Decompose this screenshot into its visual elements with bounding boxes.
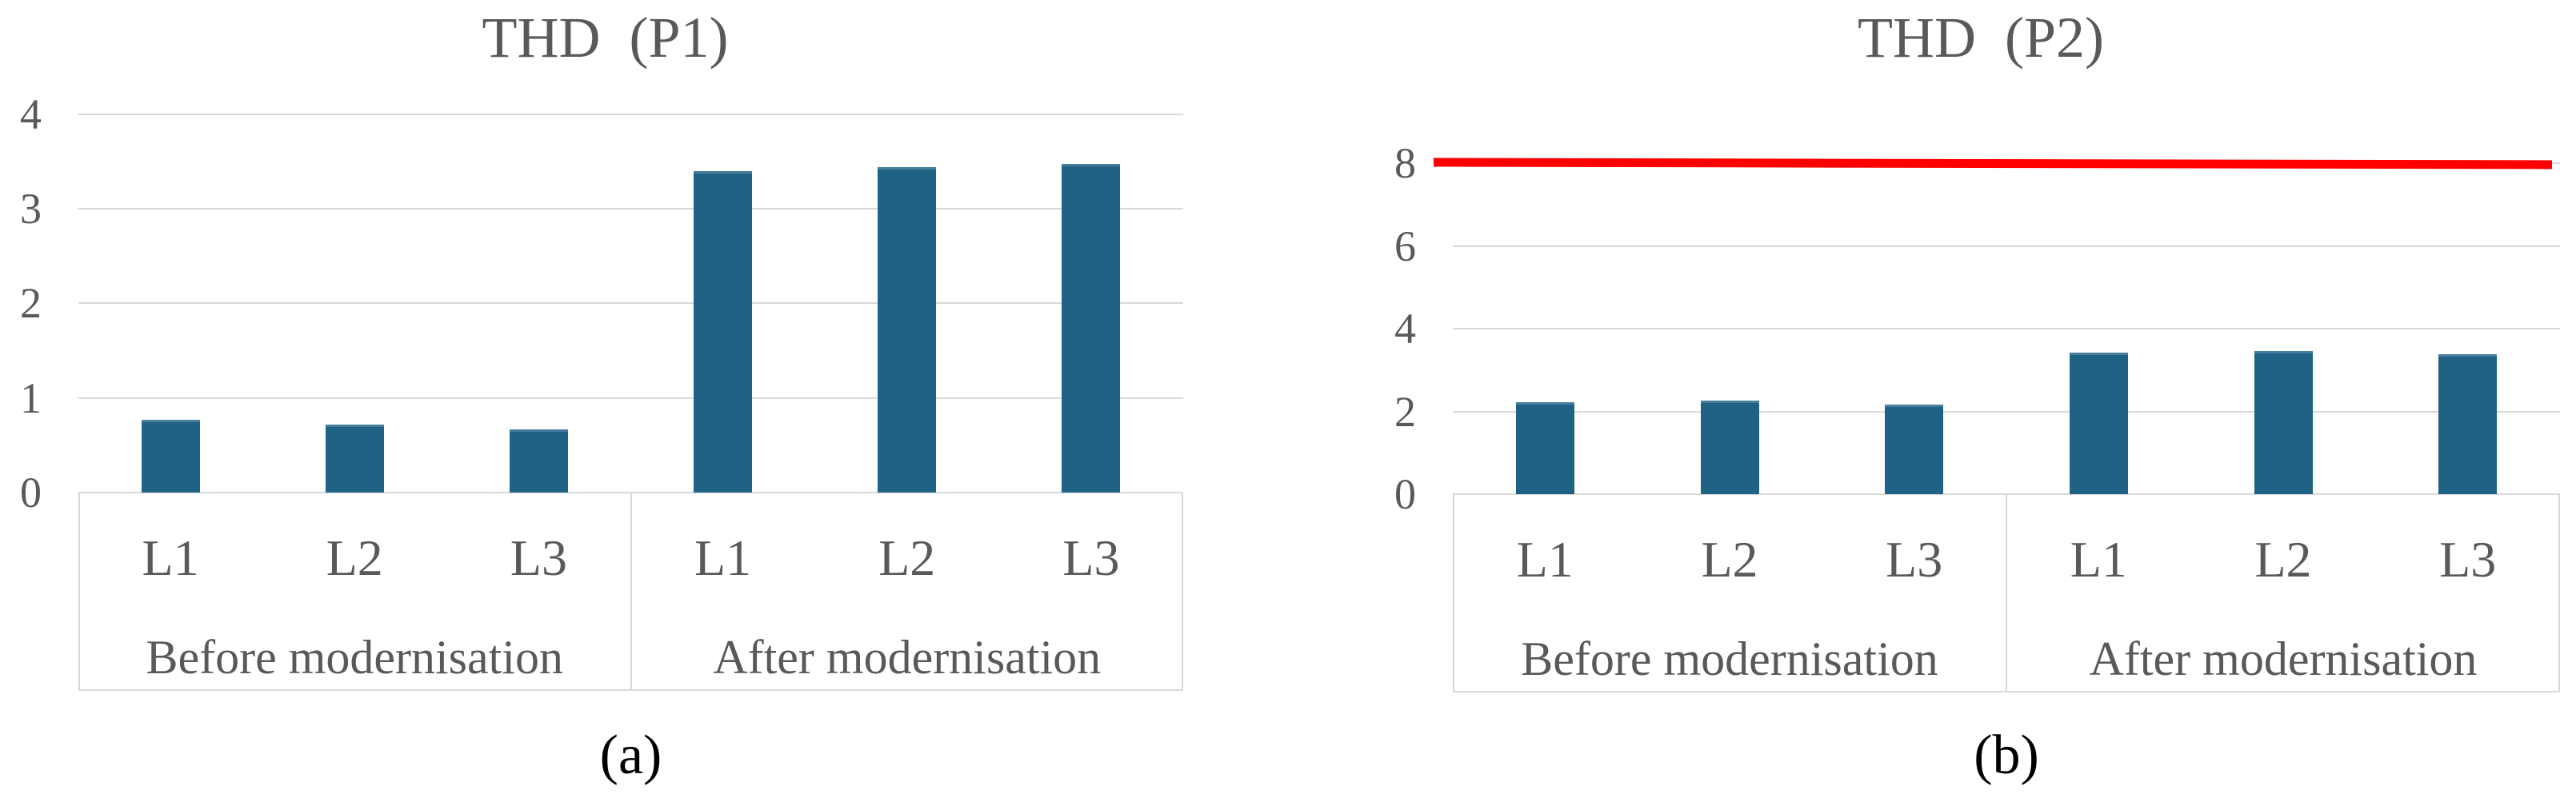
category-label-l1-0: L1 (1516, 531, 1574, 588)
category-label-l1-1: L1 (694, 529, 752, 586)
thd-limit-line (1433, 158, 2553, 169)
group-label-after: After modernisation (713, 631, 1102, 684)
chart-b-plot-area: 0 2 4 6 8 L1 L2 L3 Before modernisation L1 L2 L3 Aft… (1288, 0, 2576, 810)
category-label-l3-0: L3 (1886, 531, 1943, 588)
gridline-1 (78, 397, 1183, 399)
y-axis-label-6: 6 (1394, 221, 1416, 270)
category-label-l3-0: L3 (510, 529, 567, 586)
gridline-2 (1453, 410, 2560, 413)
bar-before-l3 (509, 429, 568, 493)
gridline-2 (78, 302, 1183, 305)
gridline-6 (1453, 245, 2560, 247)
category-label-l1-0: L1 (142, 529, 199, 586)
bar-before-l1 (141, 419, 200, 493)
category-label-l1-1: L1 (2070, 531, 2127, 588)
chart-b: THD (P2) 0 2 4 6 8 L1 L2 L3 Before modernisation… (1288, 0, 2576, 810)
category-label-l3-1: L3 (2439, 531, 2497, 588)
y-axis-label-8: 8 (1394, 139, 1416, 187)
y-axis-label-1: 1 (20, 373, 42, 422)
bar-before-l3 (1885, 404, 1944, 494)
y-axis-label-4: 4 (1394, 305, 1416, 353)
category-label-l2-1: L2 (2254, 531, 2312, 588)
bar-before-l1 (1515, 402, 1574, 494)
y-axis-label-2: 2 (20, 279, 42, 328)
chart-a-caption: (a) (599, 724, 662, 786)
y-axis-label-4: 4 (20, 90, 42, 138)
chart-a: THD (P1) 0 1 2 3 4 L1 L2 L3 Before modernisation… (20, 6, 1183, 786)
y-axis-label-3: 3 (20, 185, 42, 233)
group-label-after: After modernisation (2089, 632, 2478, 685)
chart-b-caption: (b) (1974, 724, 2039, 786)
group-divider (630, 493, 632, 691)
bar-after-l1 (694, 170, 753, 493)
group-label-before: Before modernisation (1521, 632, 1938, 685)
gridline-3 (78, 208, 1183, 210)
chart-a-plot-area: 0 1 2 3 4 L1 L2 L3 Before modernisation L1 L2 L3 Aft… (20, 90, 1183, 691)
bar-after-l1 (2069, 353, 2128, 494)
bar-before-l2 (325, 424, 384, 493)
gridline-4 (1453, 328, 2560, 329)
bar-before-l2 (1700, 400, 1759, 494)
category-label-l2-0: L2 (326, 529, 383, 586)
y-axis-label-0: 0 (20, 469, 42, 517)
bar-after-l3 (2438, 353, 2498, 494)
category-label-l2-1: L2 (878, 529, 936, 586)
y-axis-label-2: 2 (1394, 387, 1416, 436)
bar-after-l2 (2254, 350, 2313, 494)
chart-a-title: THD (P1) (482, 6, 729, 70)
chart-b-title: THD (P2) (1858, 6, 2104, 70)
category-label-l2-0: L2 (1701, 531, 1758, 588)
category-label-l3-1: L3 (1062, 529, 1120, 586)
bar-after-l3 (1062, 164, 1121, 493)
bar-after-l2 (878, 167, 937, 493)
group-label-before: Before modernisation (146, 631, 563, 684)
gridline-4 (78, 113, 1183, 115)
group-divider (2006, 494, 2007, 692)
y-axis-label-0: 0 (1394, 470, 1416, 518)
